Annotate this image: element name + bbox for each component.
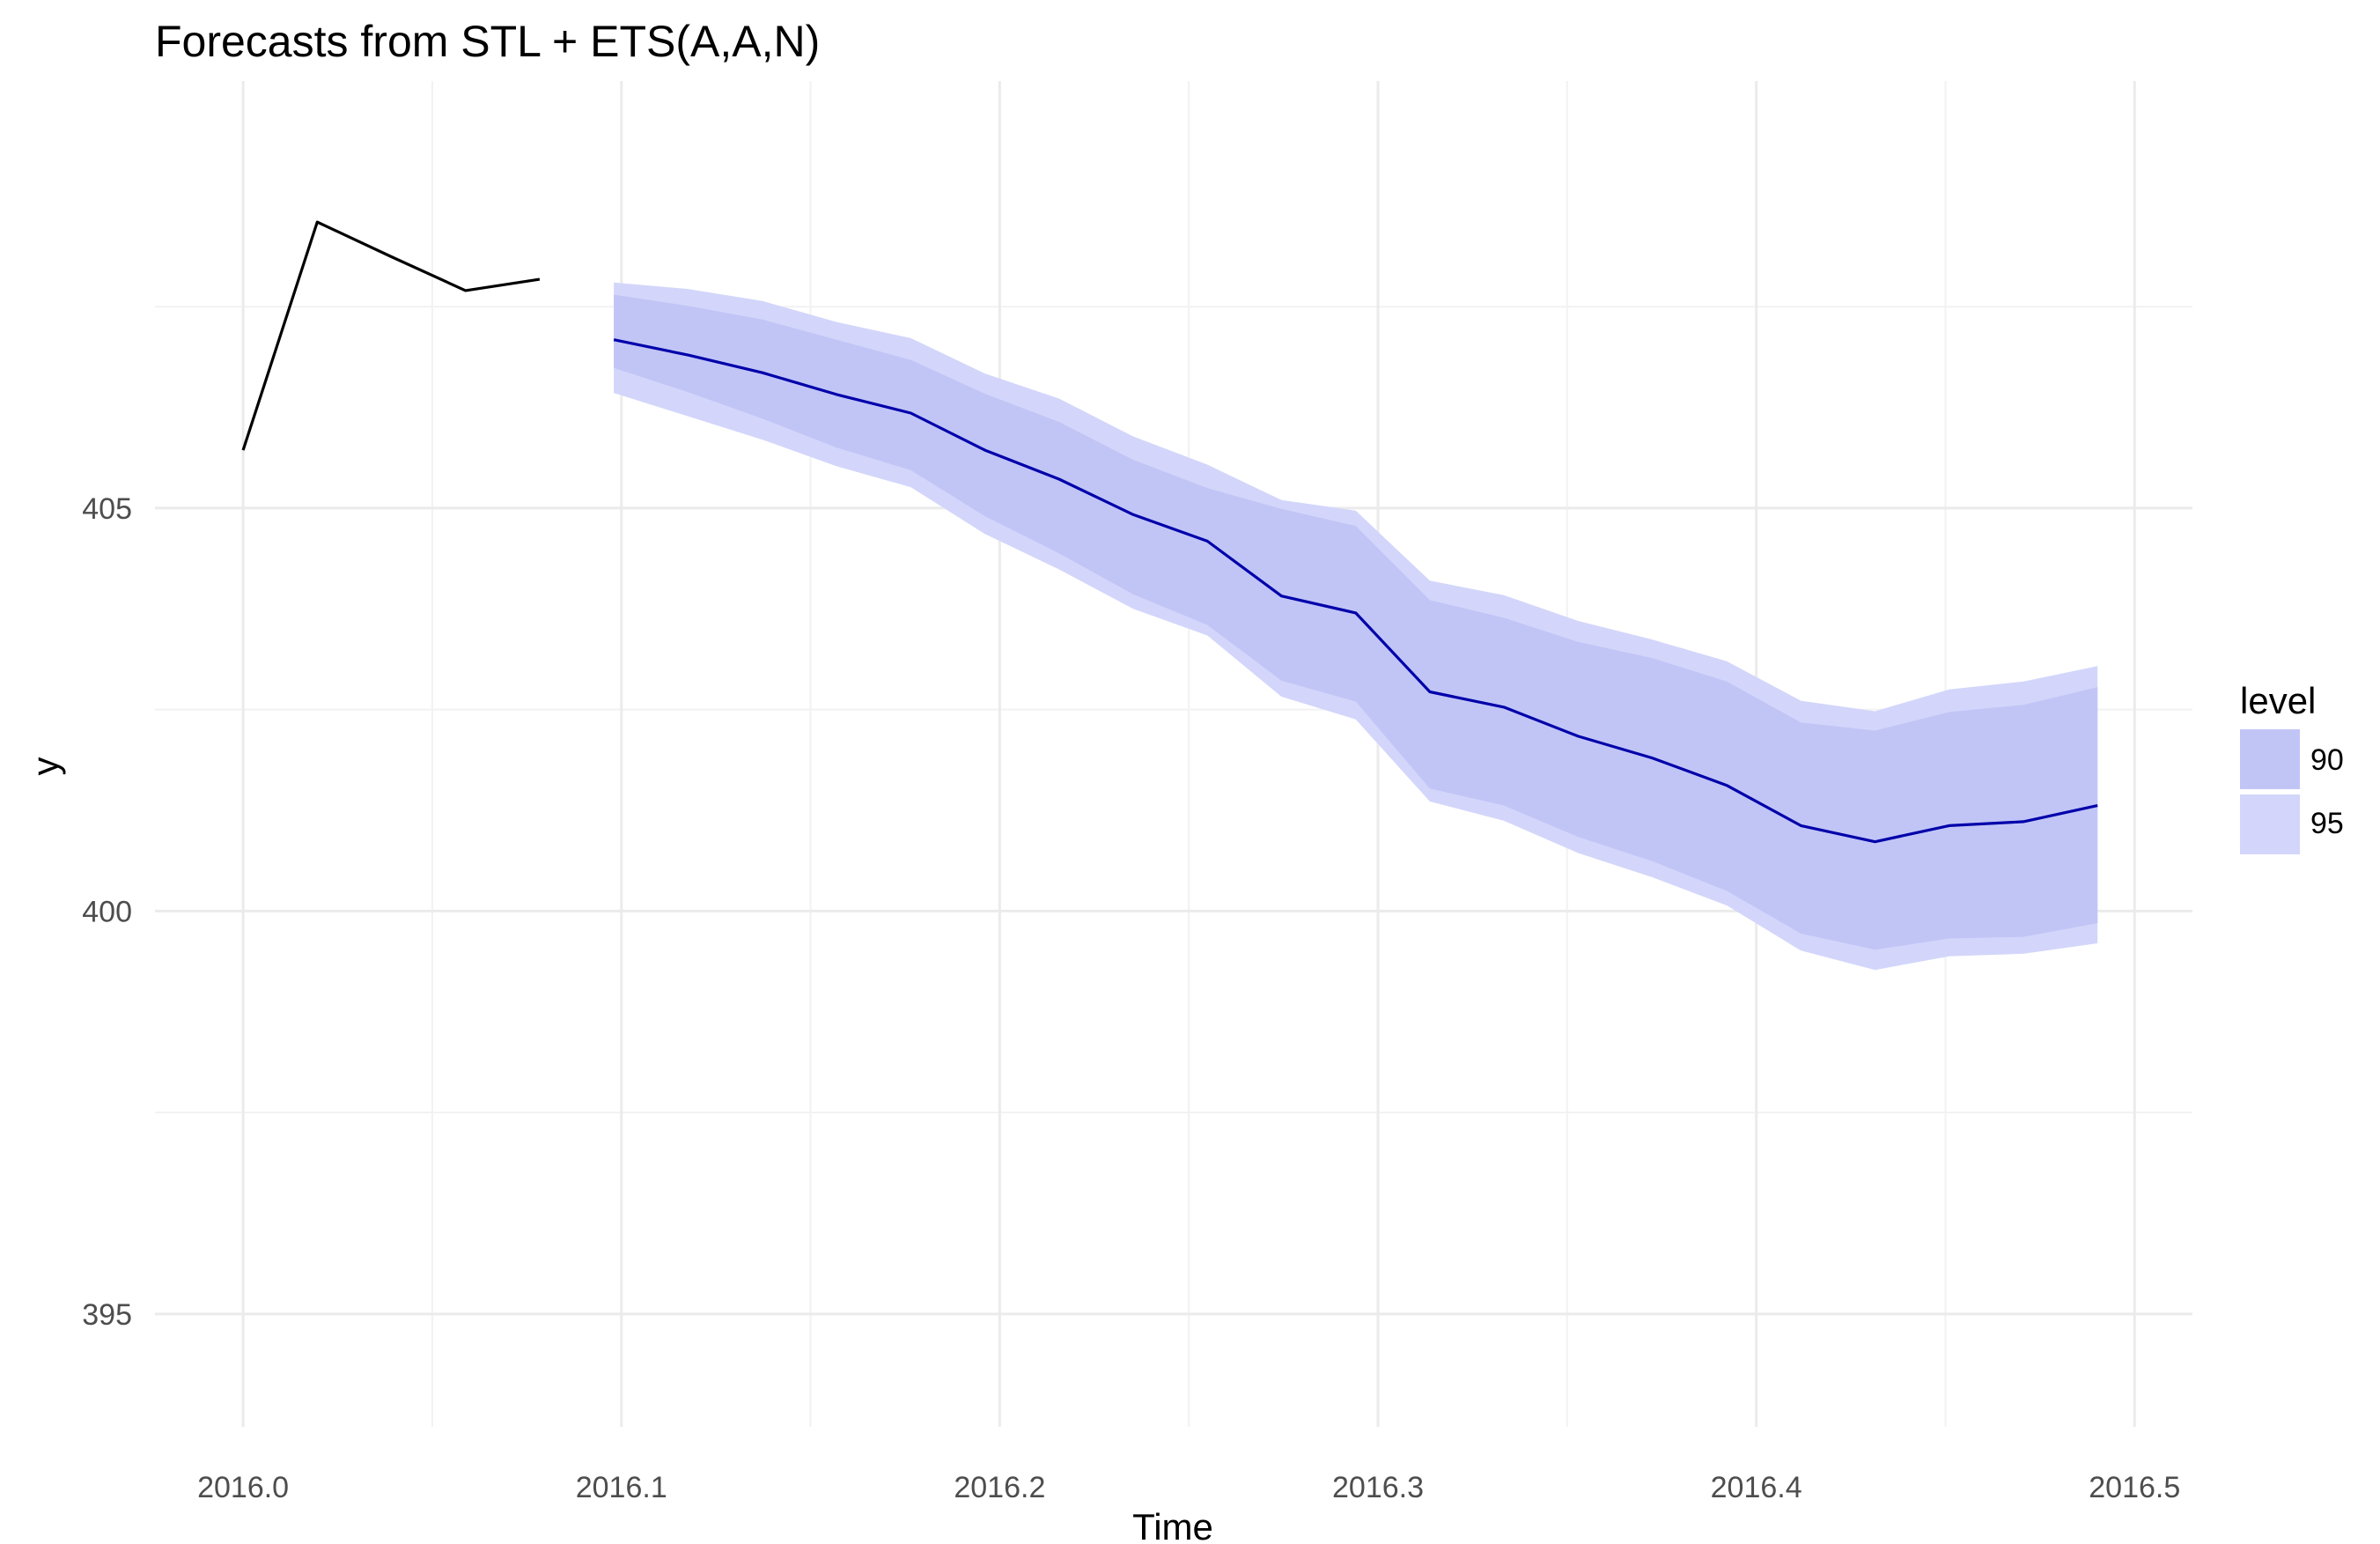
x-tick-label: 2016.4	[1711, 1471, 1802, 1504]
legend-label-95: 95	[2310, 807, 2344, 840]
legend-key-95	[2240, 794, 2300, 854]
x-axis-title: Time	[1132, 1506, 1213, 1544]
y-axis-title: y	[25, 757, 66, 776]
y-tick-label: 400	[82, 895, 132, 928]
observed-line	[241, 220, 541, 451]
x-tick-label: 2016.5	[2089, 1471, 2180, 1504]
legend-title: level	[2240, 680, 2316, 721]
legend-key-90	[2240, 729, 2300, 789]
x-tick-label: 2016.0	[197, 1471, 289, 1504]
y-tick-label: 395	[82, 1298, 132, 1332]
x-tick-label: 2016.2	[954, 1471, 1045, 1504]
legend-label-90: 90	[2310, 743, 2344, 777]
legend: level 90 95	[2240, 680, 2344, 854]
forecast-mean-line	[613, 338, 2098, 844]
series-lines	[241, 220, 2098, 844]
y-tick-label: 405	[82, 492, 132, 526]
band-90	[614, 294, 2098, 950]
tick-labels: 2016.0 2016.1 2016.2 2016.3 2016.4 2016.5 395 4…	[82, 492, 2180, 1504]
x-tick-label: 2016.3	[1332, 1471, 1424, 1504]
x-tick-label: 2016.1	[576, 1471, 667, 1504]
band-90-layer	[614, 294, 2098, 950]
chart-title: Forecasts from STL + ETS(A,A,N)	[155, 17, 820, 66]
